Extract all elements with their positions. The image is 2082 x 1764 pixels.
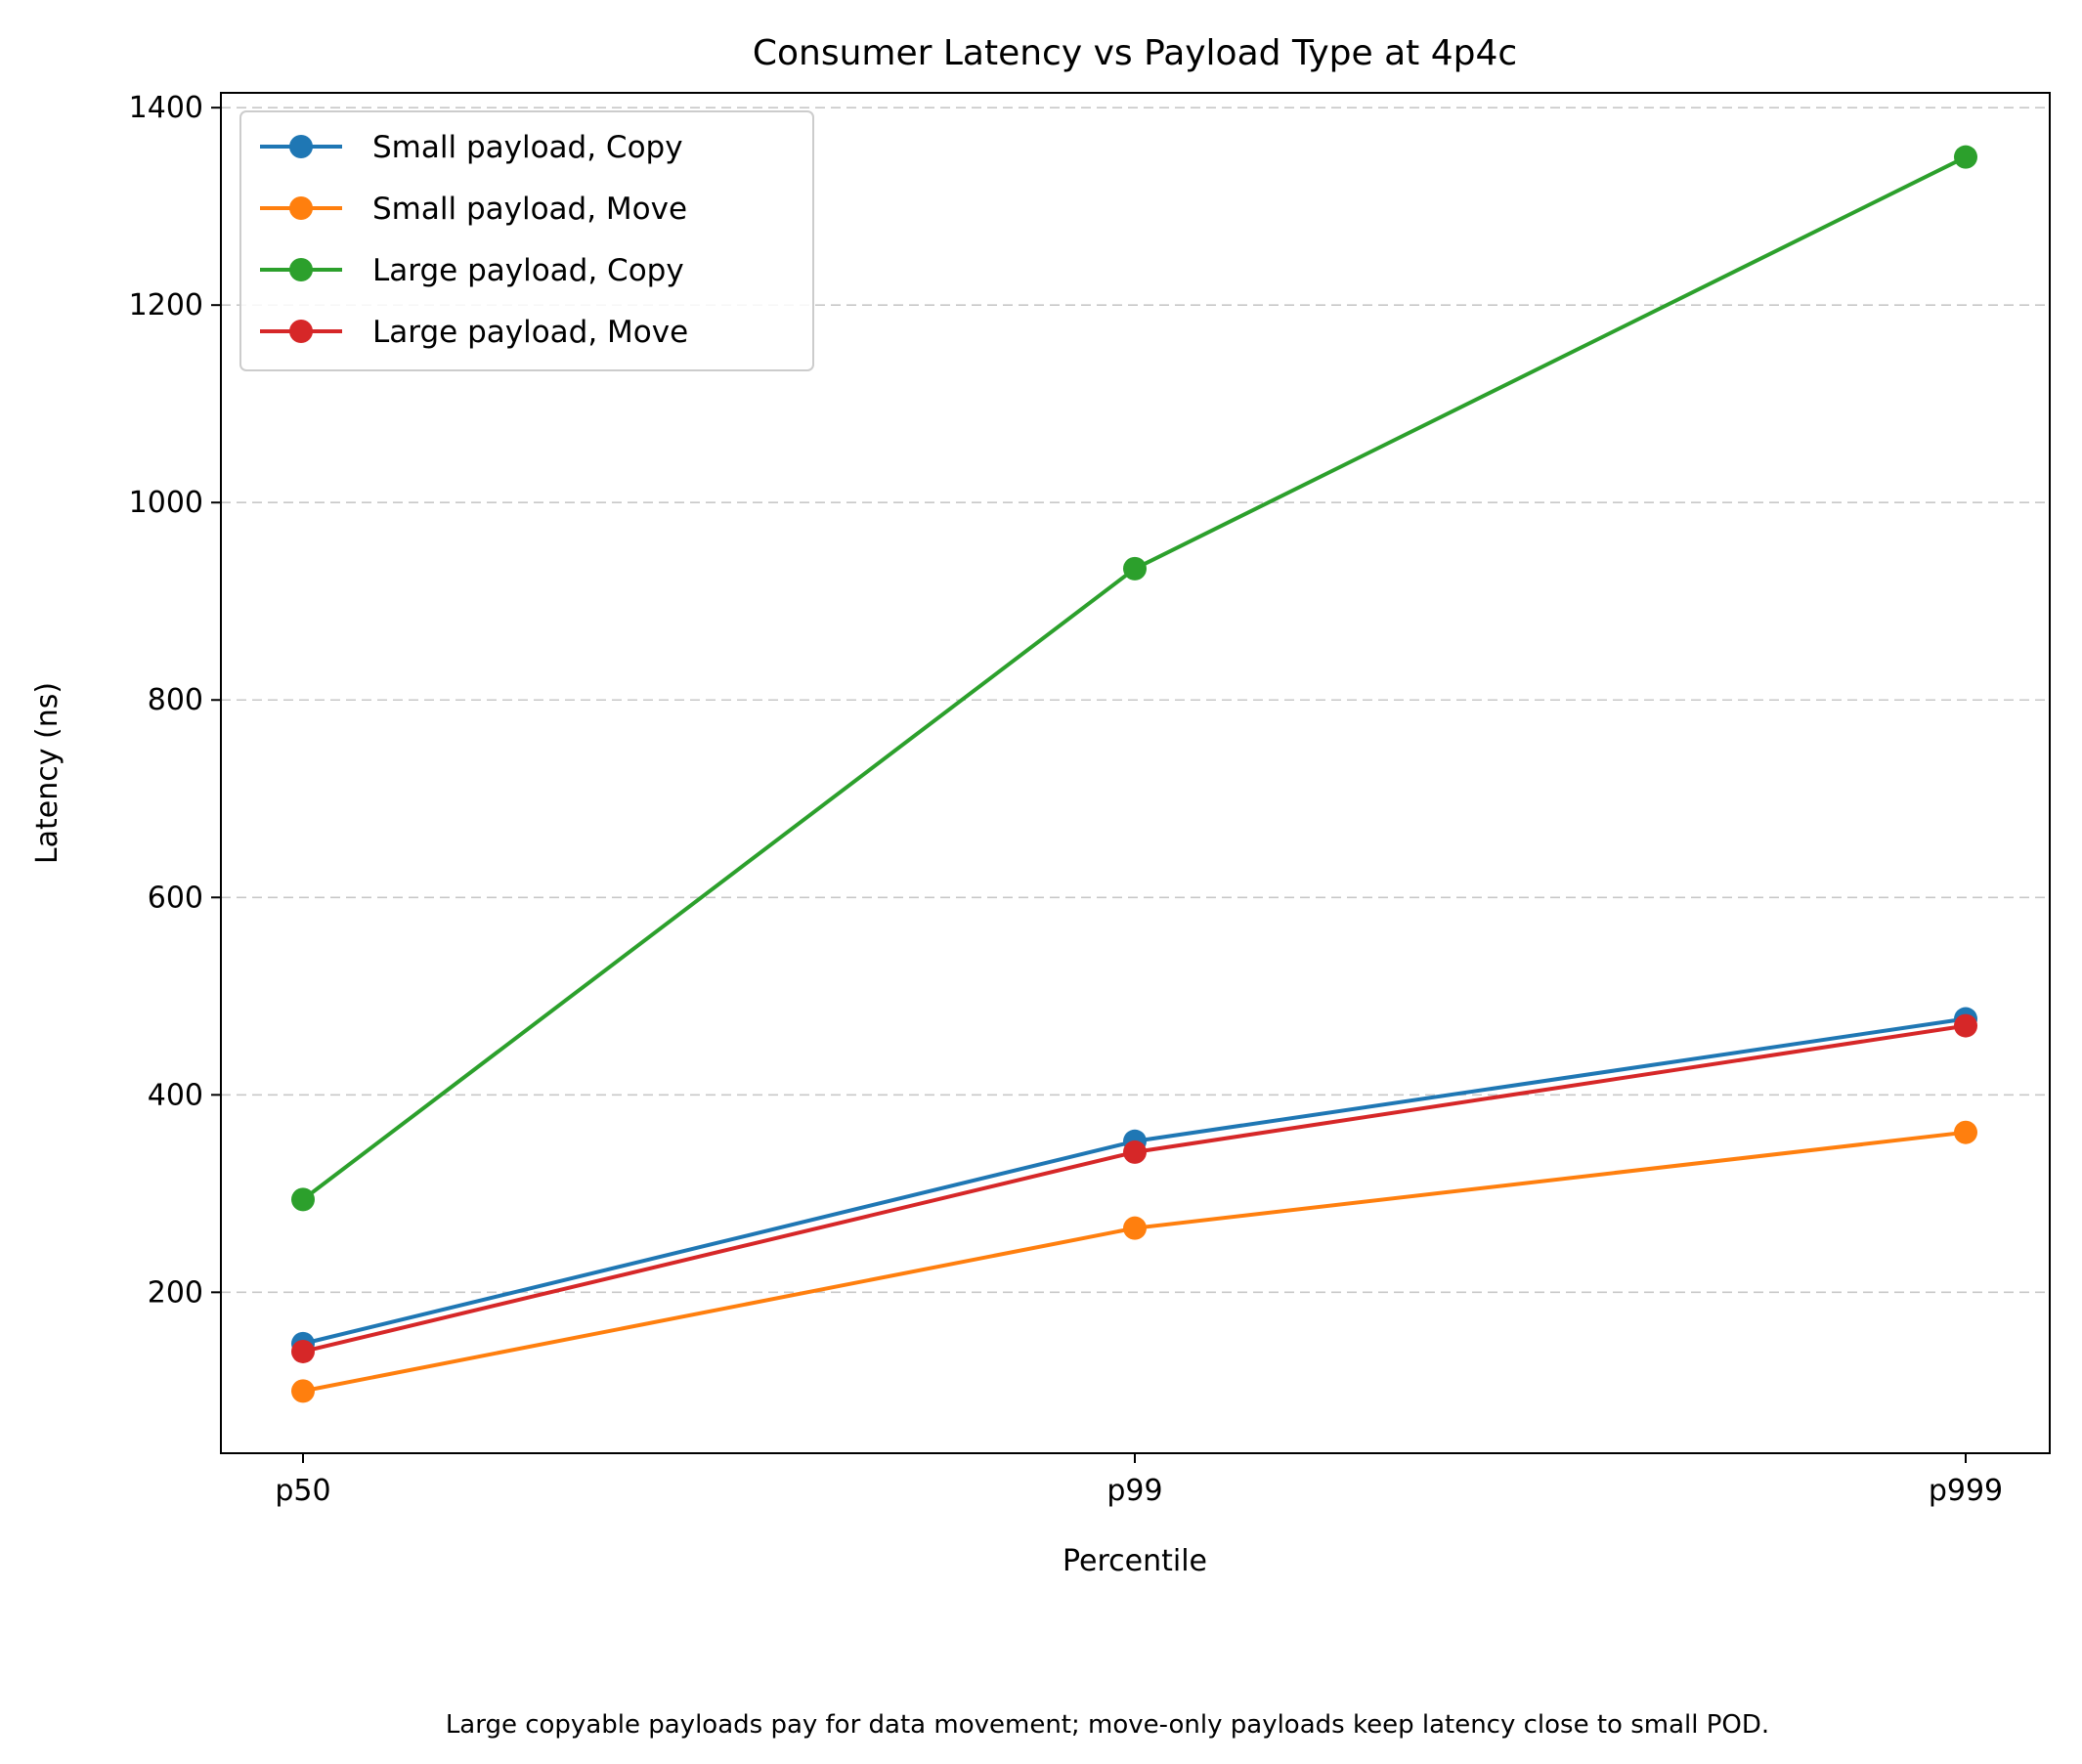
legend-marker-3 <box>289 320 313 343</box>
x-tick-label: p50 <box>275 1474 330 1508</box>
data-point <box>1123 1216 1147 1240</box>
y-gridlines <box>221 107 2050 1294</box>
legend-box <box>239 110 814 371</box>
data-point <box>1954 1120 1977 1144</box>
chart-title: Consumer Latency vs Payload Type at 4p4c <box>753 33 1517 73</box>
data-point <box>1123 556 1147 581</box>
legend-label-1: Small payload, Move <box>372 192 687 227</box>
legend-marker-1 <box>289 196 313 220</box>
figure-caption: Large copyable payloads pay for data mov… <box>446 1710 1769 1740</box>
data-point <box>1123 1140 1147 1164</box>
legend-label-0: Small payload, Copy <box>372 130 683 165</box>
y-axis-title: Latency (ns) <box>30 682 65 864</box>
x-tick-label: p999 <box>1929 1474 2003 1508</box>
y-tick-label: 1000 <box>129 486 203 520</box>
x-tick-label: p99 <box>1106 1474 1162 1508</box>
legend: Small payload, Copy Small payload, Move La… <box>239 110 814 371</box>
legend-label-2: Large payload, Copy <box>372 253 684 288</box>
data-point <box>291 1379 315 1403</box>
x-axis-title: Percentile <box>1063 1544 1207 1578</box>
y-tick-label: 1400 <box>129 91 203 125</box>
data-point <box>291 1339 315 1363</box>
legend-marker-0 <box>289 135 313 158</box>
y-axis-ticks: 200 400 600 800 1000 1200 1400 <box>129 91 221 1310</box>
x-axis-ticks: p50 p99 p999 <box>275 1453 2003 1508</box>
y-tick-label: 400 <box>148 1078 203 1112</box>
y-tick-label: 1200 <box>129 288 203 323</box>
legend-marker-2 <box>289 258 313 281</box>
series-lines <box>291 145 1977 1403</box>
y-tick-label: 200 <box>148 1275 203 1310</box>
data-point <box>291 1187 315 1212</box>
data-point <box>1954 145 1977 169</box>
data-point <box>1954 1013 1977 1038</box>
y-tick-label: 600 <box>148 881 203 915</box>
legend-label-3: Large payload, Move <box>372 315 688 350</box>
y-tick-label: 800 <box>148 683 203 717</box>
